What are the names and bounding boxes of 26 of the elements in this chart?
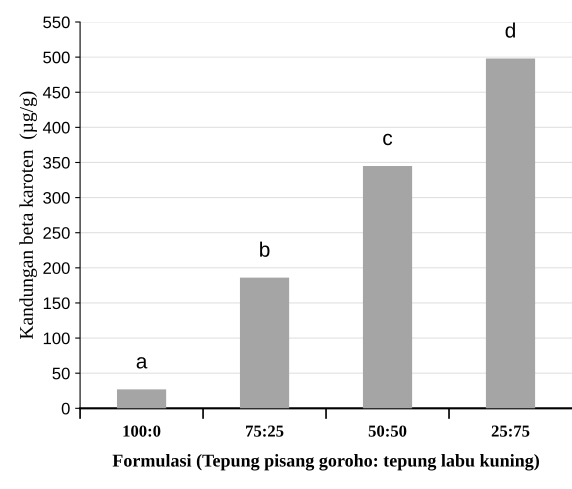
- y-tick-label: 450: [42, 86, 70, 98]
- y-tick-label: 0: [62, 402, 70, 415]
- x-axis-title: Formulasi (Tepung pisang goroho: tepung labu kuning): [112, 454, 539, 470]
- y-tick-label: 50: [52, 368, 70, 380]
- bar: [486, 58, 536, 408]
- y-tick-label: 250: [43, 227, 70, 239]
- annotation: d: [506, 22, 515, 38]
- annotation: a: [136, 357, 148, 369]
- annotation: b: [260, 242, 270, 257]
- annotation: c: [383, 134, 392, 146]
- y-tick-label: 100: [44, 332, 70, 344]
- bar: [116, 389, 166, 408]
- x-tick-label: 75:25: [246, 426, 284, 437]
- y-axis-title: Kandungan beta karoten (µg/g): [19, 92, 37, 339]
- x-tick-label: 50:50: [368, 425, 406, 437]
- y-tick-label: 350: [43, 156, 70, 169]
- x-tick-label: 100:0: [123, 425, 160, 437]
- y-tick-label: 300: [43, 192, 70, 204]
- bar: [362, 166, 412, 408]
- y-tick-label: 500: [43, 52, 70, 64]
- y-tick-label: 150: [44, 297, 70, 310]
- bar: [240, 278, 290, 408]
- x-tick-label: 25:75: [492, 426, 530, 437]
- y-tick-label: 200: [43, 262, 70, 274]
- y-tick-label: 550: [43, 16, 70, 28]
- y-tick-label: 400: [42, 122, 70, 134]
